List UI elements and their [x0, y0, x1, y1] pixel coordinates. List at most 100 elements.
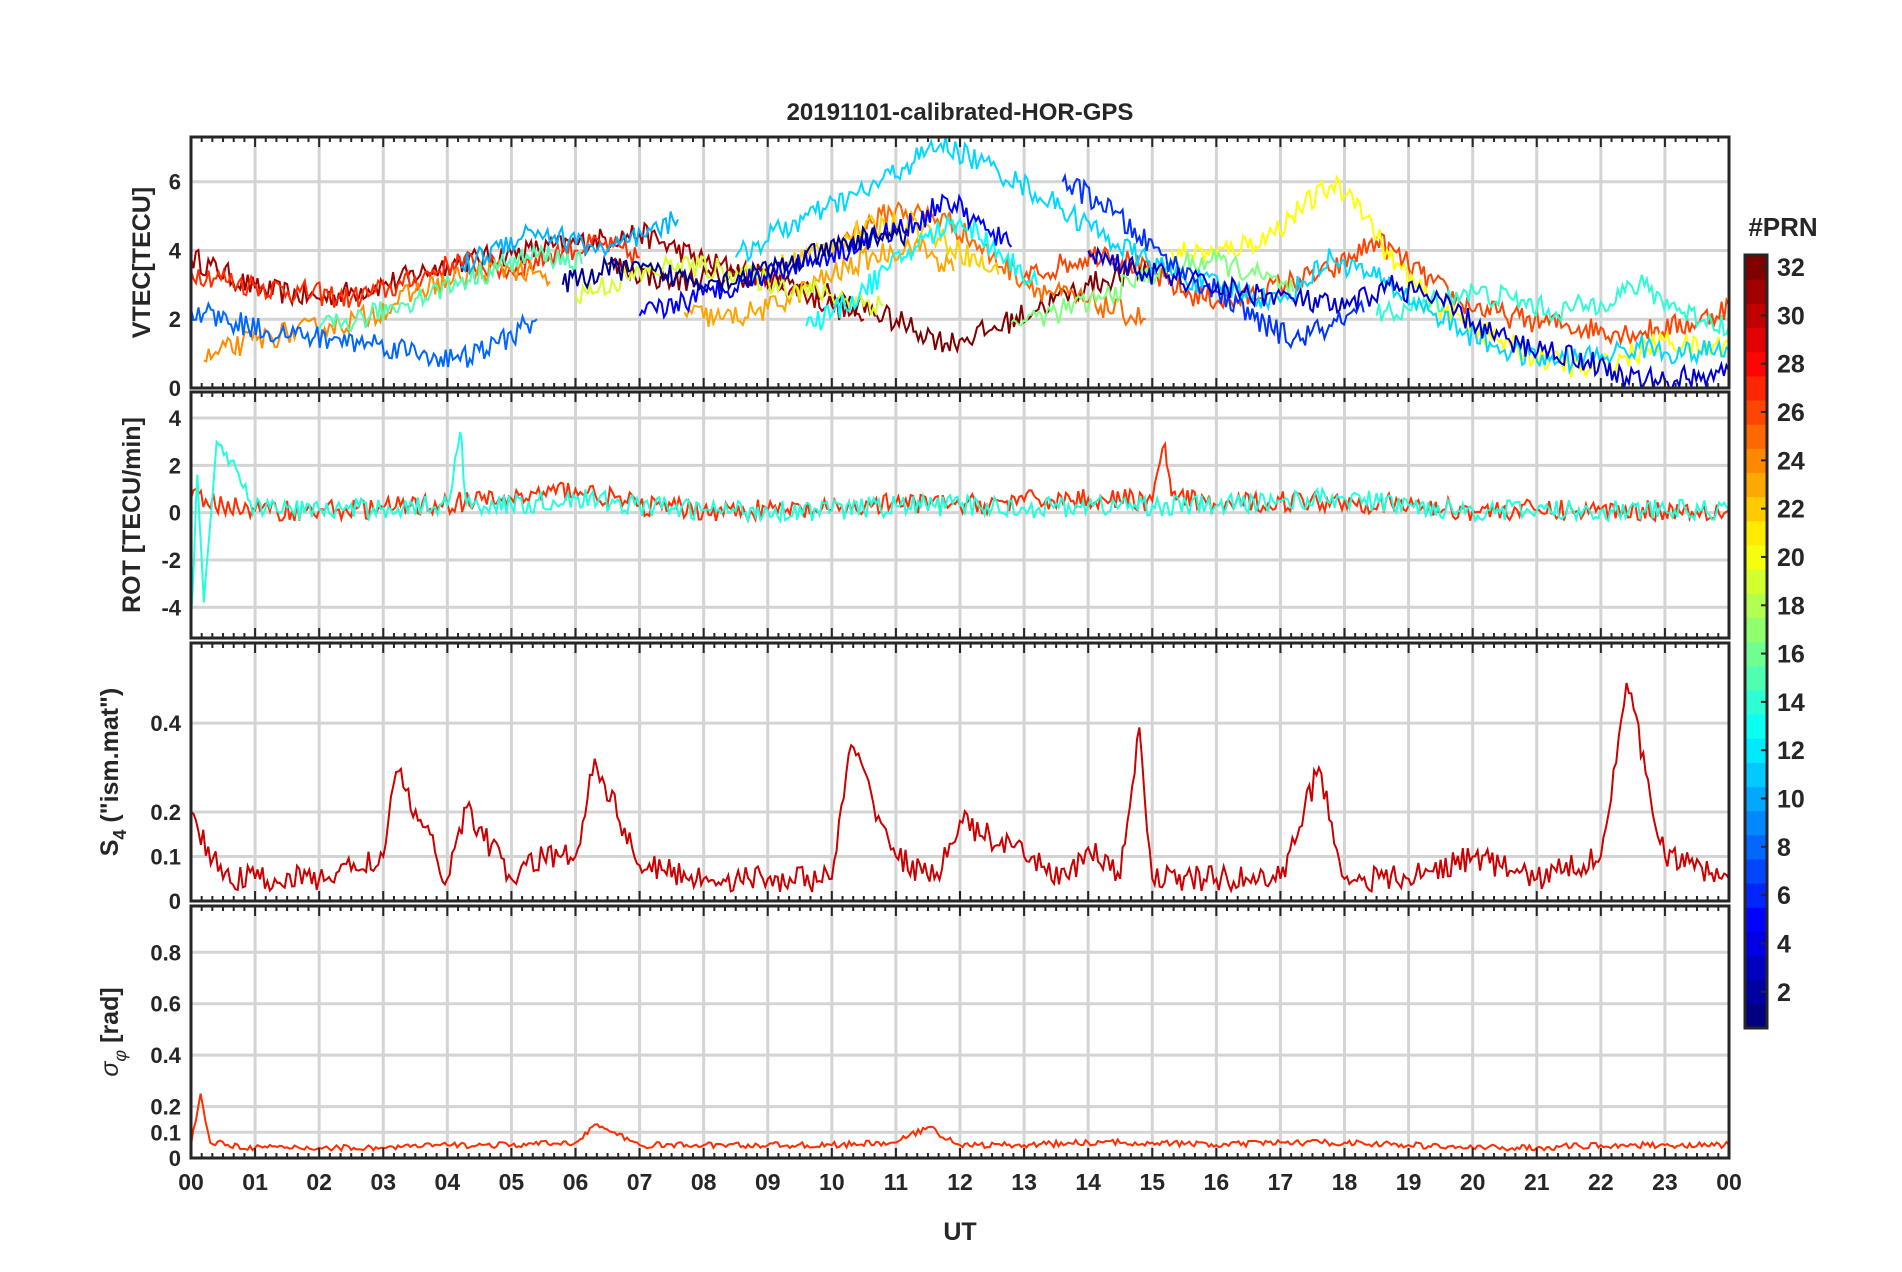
colorbar-segment [1745, 472, 1767, 498]
colorbar-tick-label: 30 [1777, 302, 1805, 330]
x-tick-label: 00 [178, 1169, 204, 1195]
y-axis-label: VTEC[TECU] [128, 187, 156, 338]
y-tick-label: 0 [169, 1146, 181, 1171]
colorbar-segment [1745, 834, 1767, 860]
x-tick-label: 18 [1332, 1169, 1358, 1195]
colorbar-segment [1745, 544, 1767, 570]
colorbar-tick-label: 32 [1777, 254, 1805, 282]
colorbar-segment [1745, 1003, 1767, 1029]
series-line [561, 224, 910, 294]
x-tick-label: 19 [1396, 1169, 1422, 1195]
x-tick-label: 05 [499, 1169, 525, 1195]
x-tick-label: 21 [1524, 1169, 1550, 1195]
x-tick-label: 23 [1652, 1169, 1678, 1195]
x-tick-label: 20 [1460, 1169, 1486, 1195]
y-tick-label: 4 [169, 238, 182, 263]
y-tick-label: 2 [169, 307, 181, 332]
colorbar-tick-label: 22 [1777, 496, 1805, 524]
colorbar-segment [1745, 375, 1767, 401]
colorbar-segment [1745, 448, 1767, 474]
colorbar-tick-label: 12 [1777, 737, 1805, 765]
series-line [574, 253, 884, 317]
y-axis-label: σφ [rad] [96, 987, 130, 1076]
y-tick-label: 0.2 [150, 800, 181, 825]
colorbar-segment [1745, 327, 1767, 353]
x-tick-label: 11 [884, 1169, 909, 1195]
series-line [191, 1093, 1729, 1153]
series-line [318, 243, 583, 333]
colorbar-tick-label: 14 [1777, 689, 1805, 717]
y-tick-label: 0.1 [150, 845, 181, 870]
colorbar-frame [1743, 253, 1769, 1030]
x-tick-label: 01 [242, 1169, 268, 1195]
colorbar-segment [1745, 931, 1767, 957]
series-line [191, 300, 538, 368]
colorbar-segment [1745, 424, 1767, 449]
x-tick-label: 04 [435, 1169, 461, 1195]
colorbar-segment [1745, 399, 1767, 425]
colorbar-tick-label: 28 [1777, 351, 1805, 379]
colorbar-tick-label: 10 [1777, 786, 1805, 814]
colorbar-segment [1745, 520, 1767, 546]
colorbar-segment [1745, 810, 1767, 836]
x-tick-label: 09 [755, 1169, 781, 1195]
series-line [1010, 249, 1295, 327]
colorbar-segment [1745, 762, 1767, 788]
panel-s4: 0 0.1 0.2 0.4 S4 ("ism.mat") [96, 641, 1731, 914]
panel-sigma-phi: 00.10.2 0.4 0.6 0.8 σφ [rad] [96, 904, 1731, 1171]
colorbar-tick-label: 18 [1777, 592, 1805, 620]
colorbar-segment [1745, 979, 1767, 1005]
series-line [683, 234, 955, 328]
y-axis-label: S4 ("ism.mat") [96, 688, 130, 857]
colorbar-segment [1745, 665, 1767, 691]
colorbar-segment [1745, 713, 1767, 739]
series-line [203, 258, 551, 363]
colorbar-tick-label: 16 [1777, 641, 1805, 669]
x-tick-label: 17 [1268, 1169, 1294, 1195]
series-line [191, 432, 1729, 622]
colorbar-tick-label: 6 [1777, 882, 1791, 910]
x-axis: 00 01 02 03 04 05 06 07 08 09 10 11 12 13 14 15 16 17 18 19… [178, 1169, 1742, 1195]
x-tick-label: 03 [370, 1169, 396, 1195]
x-tick-label: 00 [1716, 1169, 1742, 1195]
colorbar-tick-label: 4 [1777, 930, 1791, 958]
panel-vtec: 0 2 4 6 VTEC[TECU] [128, 135, 1731, 401]
colorbar-segment [1745, 279, 1767, 304]
x-tick-label: 02 [306, 1169, 332, 1195]
colorbar-segment [1745, 955, 1767, 981]
series-line [805, 212, 1038, 331]
y-tick-label: -4 [161, 595, 181, 620]
panel-rot: -4 -2 0 2 4 ROT [TECU/min] [118, 390, 1731, 640]
x-tick-label: 06 [563, 1169, 589, 1195]
y-tick-label: 0 [169, 889, 181, 914]
colorbar-segment [1745, 858, 1767, 884]
y-tick-label: 0 [169, 376, 181, 401]
colorbar-segment [1745, 883, 1767, 908]
colorbar-tick-label: 2 [1777, 979, 1791, 1007]
colorbar-segment [1745, 496, 1767, 522]
colorbar-segment [1745, 569, 1767, 594]
y-tick-label: 0.4 [150, 711, 181, 736]
x-tick-label: 22 [1588, 1169, 1614, 1195]
colorbar-segment [1745, 786, 1767, 812]
colorbar-segment [1745, 351, 1767, 377]
colorbar-tick-label: 20 [1777, 544, 1805, 572]
x-tick-label: 14 [1075, 1169, 1101, 1195]
y-axis-label: ROT [TECU/min] [118, 417, 146, 613]
y-tick-label: 2 [169, 453, 181, 478]
colorbar-segment [1745, 689, 1767, 715]
colorbar-segment [1745, 617, 1767, 643]
series-line [734, 137, 1729, 375]
chart-title: 20191101-calibrated-HOR-GPS [787, 99, 1134, 126]
x-tick-label: 10 [819, 1169, 845, 1195]
y-tick-label: 6 [169, 170, 181, 195]
y-tick-label: 0.2 [150, 1095, 181, 1120]
series-line [1087, 246, 1729, 388]
x-tick-label: 15 [1139, 1169, 1165, 1195]
y-tick-label: 0.1 [150, 1120, 181, 1145]
y-tick-label: 0.6 [150, 992, 181, 1017]
x-tick-label: 13 [1011, 1169, 1037, 1195]
colorbar-segment [1745, 303, 1767, 329]
